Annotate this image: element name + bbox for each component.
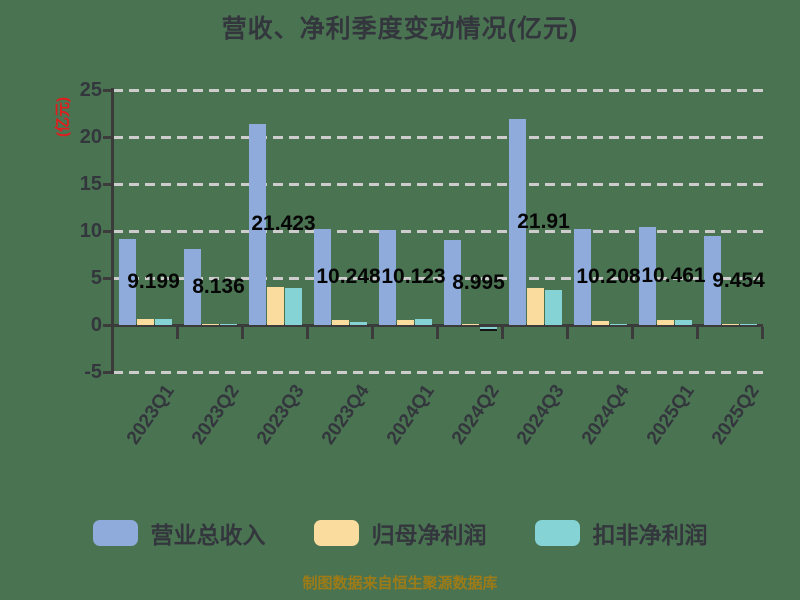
net-profit-bar-2024Q3 <box>527 288 544 325</box>
x-tick-label-2023Q4: 2023Q4 <box>317 381 374 449</box>
data-source-note: 制图数据来自恒生聚源数据库 <box>302 575 498 592</box>
legend-item-deducted-net-profit[interactable]: 扣非净利润 <box>534 516 708 550</box>
legend: 营业总收入 归母净利润 扣非净利润 <box>0 516 800 550</box>
deducted-net-profit-bar-2023Q4 <box>350 321 367 325</box>
deducted-net-profit-bar-2024Q2 <box>480 327 497 331</box>
net-profit-bar-2023Q4 <box>332 319 349 325</box>
net-profit-bar-2024Q1 <box>397 319 414 325</box>
gridline-25 <box>113 89 767 92</box>
deducted-net-profit-bar-2023Q1 <box>155 319 172 325</box>
x-tick-mark-10 <box>761 327 764 339</box>
y-tick-mark-15 <box>103 183 112 186</box>
value-label-2024Q1: 10.123 <box>381 265 446 289</box>
x-tick-mark-3 <box>306 327 309 339</box>
x-tick-label-2023Q2: 2023Q2 <box>187 381 244 449</box>
legend-label-net-profit: 归母净利润 <box>371 522 487 548</box>
value-label-2024Q3: 21.91 <box>517 210 570 234</box>
net-profit-bar-2023Q1 <box>137 318 154 325</box>
y-tick-label-0: 0 <box>90 314 102 336</box>
net-profit-bar-2024Q4 <box>592 320 609 325</box>
y-tick-mark-0 <box>103 324 112 327</box>
x-tick-label-2023Q1: 2023Q1 <box>122 381 179 449</box>
deducted-net-profit-bar-2025Q2 <box>740 324 757 326</box>
net-profit-bar-2025Q2 <box>722 324 739 326</box>
value-label-2023Q4: 10.248 <box>316 264 381 288</box>
x-tick-label-2023Q3: 2023Q3 <box>252 381 309 449</box>
x-tick-mark-9 <box>696 327 699 339</box>
net-profit-bar-2023Q3 <box>267 286 284 325</box>
x-tick-mark-0 <box>111 327 114 339</box>
chart-title: 营收、净利季度变动情况(亿元) <box>221 15 579 43</box>
total-revenue-bar-2024Q4 <box>574 229 591 325</box>
x-tick-mark-7 <box>566 327 569 339</box>
total-revenue-bar-2023Q3 <box>249 123 266 325</box>
deducted-net-profit-bar-2024Q3 <box>545 290 562 325</box>
x-tick-label-2024Q1: 2024Q1 <box>382 381 439 449</box>
x-tick-mark-4 <box>371 327 374 339</box>
value-label-2024Q4: 10.208 <box>576 265 641 289</box>
gridline-5 <box>113 277 767 280</box>
x-tick-mark-1 <box>176 327 179 339</box>
gridline-20 <box>113 136 767 139</box>
total-revenue-bar-2023Q4 <box>314 228 331 325</box>
y-tick-mark-10 <box>103 230 112 233</box>
total-revenue-bar-2024Q2 <box>444 240 461 325</box>
deducted-net-profit-bar-2025Q1 <box>675 320 692 325</box>
total-revenue-bar-2024Q1 <box>379 229 396 325</box>
x-tick-label-2024Q3: 2024Q3 <box>512 381 569 449</box>
legend-swatch-total-revenue <box>92 520 138 546</box>
value-label-2024Q2: 8.995 <box>452 270 505 294</box>
legend-item-net-profit[interactable]: 归母净利润 <box>313 516 487 550</box>
total-revenue-bar-2023Q1 <box>119 238 136 325</box>
deducted-net-profit-bar-2023Q3 <box>285 288 302 325</box>
x-tick-label-2024Q2: 2024Q2 <box>447 381 504 449</box>
total-revenue-bar-2025Q2 <box>704 236 721 325</box>
legend-swatch-deducted-net-profit <box>534 520 580 546</box>
net-profit-bar-2025Q1 <box>657 319 674 325</box>
value-label-2023Q3: 21.423 <box>251 212 316 236</box>
x-tick-mark-8 <box>631 327 634 339</box>
x-tick-label-2024Q4: 2024Q4 <box>577 381 634 449</box>
y-tick-mark--5 <box>103 371 112 374</box>
y-tick-mark-5 <box>103 277 112 280</box>
value-label-2025Q2: 9.454 <box>712 268 765 292</box>
value-label-2023Q1: 9.199 <box>127 269 180 293</box>
deducted-net-profit-bar-2024Q4 <box>610 323 627 325</box>
total-revenue-bar-2023Q2 <box>184 248 201 325</box>
y-tick-label-10: 10 <box>79 220 102 242</box>
x-tick-mark-5 <box>436 327 439 339</box>
y-tick-mark-25 <box>103 89 112 92</box>
total-revenue-bar-2024Q3 <box>509 119 526 325</box>
y-axis-line <box>111 88 114 374</box>
legend-label-deducted-net-profit: 扣非净利润 <box>592 522 708 548</box>
y-tick-label-5: 5 <box>90 267 102 289</box>
net-profit-bar-2023Q2 <box>202 323 219 325</box>
gridline-15 <box>113 183 767 186</box>
y-tick-mark-20 <box>103 136 112 139</box>
value-label-2023Q2: 8.136 <box>192 274 245 298</box>
value-label-2025Q1: 10.461 <box>641 263 706 287</box>
y-tick-label-20: 20 <box>79 126 102 148</box>
legend-label-total-revenue: 营业总收入 <box>150 522 266 548</box>
x-tick-label-2025Q1: 2025Q1 <box>642 381 699 449</box>
legend-item-total-revenue[interactable]: 营业总收入 <box>92 516 266 550</box>
gridline--5 <box>113 371 767 374</box>
net-profit-bar-2024Q2 <box>462 324 479 326</box>
deducted-net-profit-bar-2023Q2 <box>220 323 237 325</box>
legend-swatch-net-profit <box>313 520 359 546</box>
x-tick-mark-2 <box>241 327 244 339</box>
x-tick-mark-6 <box>501 327 504 339</box>
y-tick-label-25: 25 <box>79 79 102 101</box>
x-tick-label-2025Q2: 2025Q2 <box>707 381 764 449</box>
gridline-10 <box>113 230 767 233</box>
deducted-net-profit-bar-2024Q1 <box>415 318 432 325</box>
y-tick-label-15: 15 <box>79 173 102 195</box>
total-revenue-bar-2025Q1 <box>639 226 656 325</box>
x-axis-line <box>111 324 763 327</box>
y-tick-label--5: -5 <box>84 361 102 383</box>
